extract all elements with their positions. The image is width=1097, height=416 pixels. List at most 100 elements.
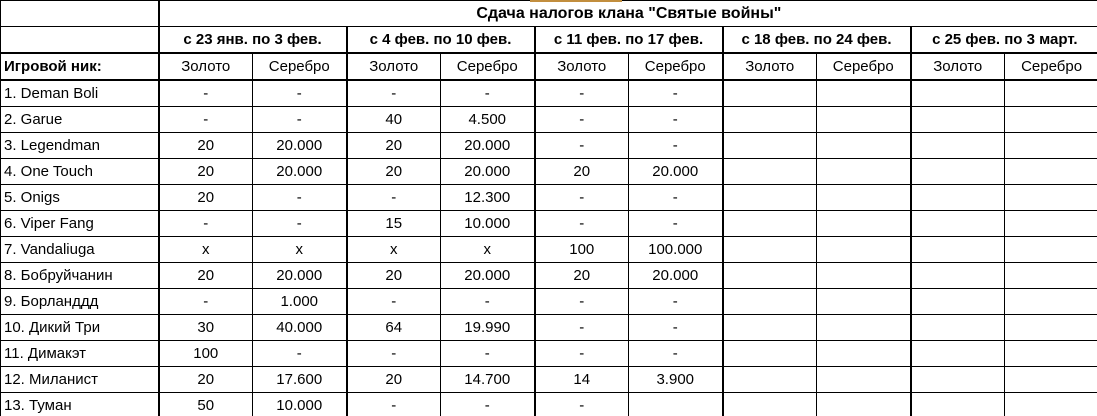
value-cell[interactable]: -: [533, 210, 629, 237]
value-cell[interactable]: [1003, 79, 1097, 107]
value-cell[interactable]: 14: [533, 366, 629, 393]
value-cell[interactable]: 100: [157, 340, 253, 367]
value-cell[interactable]: [721, 392, 817, 416]
value-cell[interactable]: [1003, 184, 1097, 211]
value-cell[interactable]: 12.300: [440, 184, 535, 211]
value-cell[interactable]: 64: [345, 314, 441, 341]
value-cell[interactable]: 20.000: [628, 158, 723, 185]
value-cell[interactable]: [909, 392, 1005, 416]
value-cell[interactable]: [1003, 210, 1097, 237]
value-cell[interactable]: [628, 392, 723, 416]
value-cell[interactable]: 20: [157, 184, 253, 211]
value-cell[interactable]: -: [252, 210, 347, 237]
currency-header-cell[interactable]: Серебро: [440, 52, 535, 81]
value-cell[interactable]: 100: [533, 236, 629, 263]
value-cell[interactable]: 1.000: [252, 288, 347, 315]
value-cell[interactable]: 20: [533, 158, 629, 185]
currency-header-cell[interactable]: Серебро: [252, 52, 347, 81]
currency-header-cell[interactable]: Золото: [345, 52, 441, 81]
value-cell[interactable]: [816, 392, 911, 416]
value-cell[interactable]: [909, 340, 1005, 367]
currency-header-cell[interactable]: Золото: [157, 52, 253, 81]
value-cell[interactable]: -: [628, 106, 723, 133]
value-cell[interactable]: [721, 366, 817, 393]
value-cell[interactable]: [909, 236, 1005, 263]
value-cell[interactable]: -: [157, 79, 253, 107]
value-cell[interactable]: -: [533, 132, 629, 159]
value-cell[interactable]: 20.000: [440, 132, 535, 159]
value-cell[interactable]: -: [157, 288, 253, 315]
value-cell[interactable]: 100.000: [628, 236, 723, 263]
value-cell[interactable]: [721, 79, 817, 107]
value-cell[interactable]: [721, 262, 817, 289]
value-cell[interactable]: 20: [345, 158, 441, 185]
value-cell[interactable]: 10.000: [252, 392, 347, 416]
value-cell[interactable]: [909, 262, 1005, 289]
value-cell[interactable]: 20.000: [440, 158, 535, 185]
value-cell[interactable]: -: [628, 314, 723, 341]
value-cell[interactable]: -: [440, 288, 535, 315]
value-cell[interactable]: [1003, 236, 1097, 263]
value-cell[interactable]: x: [440, 236, 535, 263]
currency-header-cell[interactable]: Серебро: [628, 52, 723, 81]
value-cell[interactable]: [1003, 132, 1097, 159]
value-cell[interactable]: [909, 366, 1005, 393]
value-cell[interactable]: -: [628, 210, 723, 237]
value-cell[interactable]: -: [628, 79, 723, 107]
value-cell[interactable]: -: [628, 132, 723, 159]
period-header-cell[interactable]: с 11 фев. по 17 фев.: [533, 26, 723, 54]
value-cell[interactable]: [816, 184, 911, 211]
value-cell[interactable]: -: [252, 340, 347, 367]
table-title-cell[interactable]: Сдача налогов клана "Святые войны": [157, 0, 1097, 27]
value-cell[interactable]: -: [345, 79, 441, 107]
value-cell[interactable]: 20: [157, 366, 253, 393]
player-name-cell[interactable]: 1. Deman Boli: [0, 79, 159, 107]
value-cell[interactable]: -: [252, 106, 347, 133]
period-header-cell[interactable]: с 4 фев. по 10 фев.: [345, 26, 535, 54]
value-cell[interactable]: -: [533, 392, 629, 416]
value-cell[interactable]: -: [628, 184, 723, 211]
value-cell[interactable]: [816, 79, 911, 107]
value-cell[interactable]: 40.000: [252, 314, 347, 341]
value-cell[interactable]: 20: [345, 132, 441, 159]
value-cell[interactable]: -: [628, 288, 723, 315]
value-cell[interactable]: 20: [157, 262, 253, 289]
value-cell[interactable]: [816, 210, 911, 237]
player-name-cell[interactable]: 11. Димакэт: [0, 340, 159, 367]
value-cell[interactable]: [721, 106, 817, 133]
value-cell[interactable]: 20: [345, 262, 441, 289]
player-name-cell[interactable]: 9. Борланддд: [0, 288, 159, 315]
value-cell[interactable]: 20.000: [252, 132, 347, 159]
value-cell[interactable]: -: [533, 314, 629, 341]
value-cell[interactable]: -: [252, 184, 347, 211]
value-cell[interactable]: 19.990: [440, 314, 535, 341]
value-cell[interactable]: 20.000: [440, 262, 535, 289]
value-cell[interactable]: [909, 184, 1005, 211]
currency-header-cell[interactable]: Золото: [909, 52, 1005, 81]
name-column-header[interactable]: Игровой ник:: [0, 52, 159, 81]
player-name-cell[interactable]: 8. Бобруйчанин: [0, 262, 159, 289]
value-cell[interactable]: 40: [345, 106, 441, 133]
value-cell[interactable]: 3.900: [628, 366, 723, 393]
value-cell[interactable]: 14.700: [440, 366, 535, 393]
value-cell[interactable]: -: [345, 184, 441, 211]
currency-header-cell[interactable]: Золото: [721, 52, 817, 81]
player-name-cell[interactable]: 5. Onigs: [0, 184, 159, 211]
period-header-cell[interactable]: с 18 фев. по 24 фев.: [721, 26, 911, 54]
value-cell[interactable]: -: [345, 340, 441, 367]
player-name-cell[interactable]: 12. Миланист: [0, 366, 159, 393]
value-cell[interactable]: [816, 158, 911, 185]
value-cell[interactable]: [816, 262, 911, 289]
value-cell[interactable]: -: [440, 392, 535, 416]
value-cell[interactable]: 20.000: [628, 262, 723, 289]
value-cell[interactable]: [1003, 262, 1097, 289]
player-name-cell[interactable]: 13. Туман: [0, 392, 159, 416]
value-cell[interactable]: -: [440, 79, 535, 107]
value-cell[interactable]: 20: [533, 262, 629, 289]
value-cell[interactable]: [721, 314, 817, 341]
value-cell[interactable]: -: [440, 340, 535, 367]
value-cell[interactable]: -: [533, 106, 629, 133]
value-cell[interactable]: [909, 210, 1005, 237]
value-cell[interactable]: -: [628, 340, 723, 367]
value-cell[interactable]: -: [157, 210, 253, 237]
